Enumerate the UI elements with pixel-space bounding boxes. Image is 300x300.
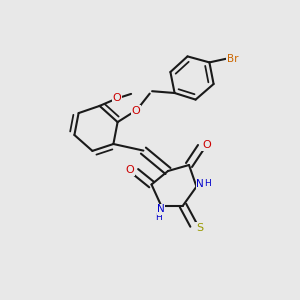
Text: N: N xyxy=(157,204,165,214)
Text: O: O xyxy=(131,106,140,116)
Text: N: N xyxy=(196,178,204,189)
Text: S: S xyxy=(196,223,203,233)
Text: O: O xyxy=(202,140,211,151)
Text: Br: Br xyxy=(227,54,238,64)
Text: O: O xyxy=(125,165,134,176)
Text: O: O xyxy=(112,93,122,103)
Text: H: H xyxy=(155,213,162,222)
Text: H: H xyxy=(204,179,210,188)
